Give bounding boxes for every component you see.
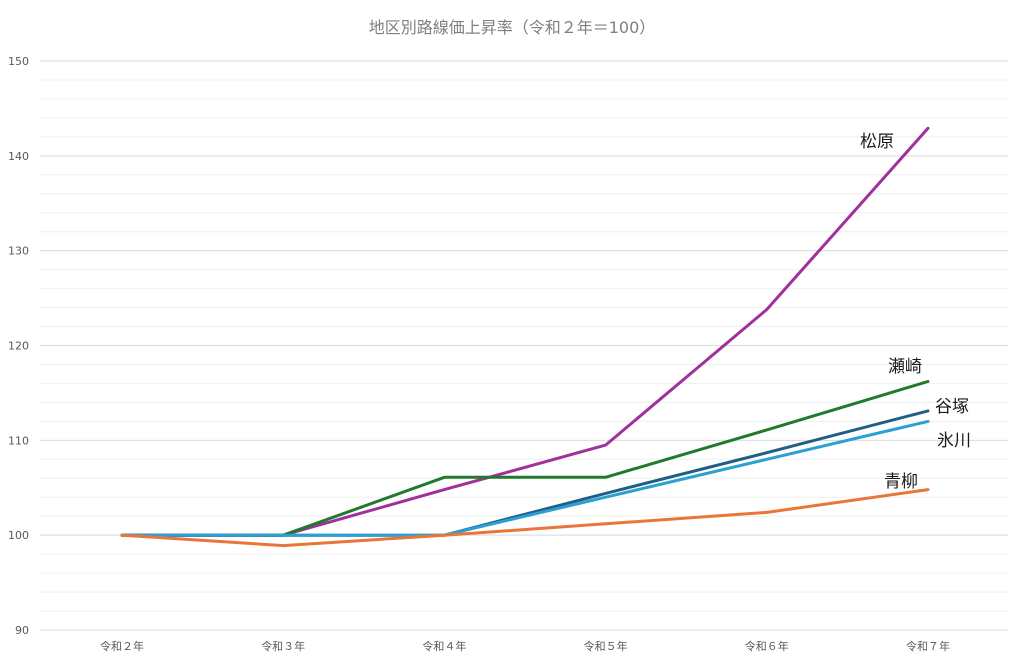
series-label-0: 松原 <box>860 132 894 152</box>
y-axis-ticks: 90 100 110 120 130 140 150 <box>8 55 29 637</box>
series-label-3: 氷川 <box>937 431 971 451</box>
series-line-1 <box>120 380 930 537</box>
x-tick-label: 令和４年 <box>422 639 466 653</box>
series-label-1: 瀬崎 <box>888 357 922 377</box>
x-axis-ticks: 令和２年 令和３年 令和４年 令和５年 令和６年 令和７年 <box>100 639 950 653</box>
y-tick-label: 100 <box>8 529 29 542</box>
series-label-2: 谷塚 <box>935 397 969 417</box>
series-line-3 <box>120 419 930 537</box>
chart-title: 地区別路線価上昇率（令和２年＝100） <box>369 18 656 37</box>
y-tick-label: 110 <box>8 434 29 447</box>
x-tick-label: 令和７年 <box>906 639 950 653</box>
y-tick-label: 130 <box>8 245 29 258</box>
y-tick-label: 140 <box>8 150 29 163</box>
x-tick-label: 令和６年 <box>745 639 789 653</box>
y-tick-label: 150 <box>8 55 29 68</box>
series-line-0 <box>120 126 930 537</box>
y-tick-label: 120 <box>8 340 29 353</box>
series-line-4 <box>120 488 930 548</box>
series-lines <box>120 126 930 548</box>
x-tick-label: 令和３年 <box>261 639 305 653</box>
x-tick-label: 令和２年 <box>100 639 144 653</box>
series-label-4: 青柳 <box>884 472 918 492</box>
y-tick-label: 90 <box>15 624 29 637</box>
x-tick-label: 令和５年 <box>584 639 628 653</box>
